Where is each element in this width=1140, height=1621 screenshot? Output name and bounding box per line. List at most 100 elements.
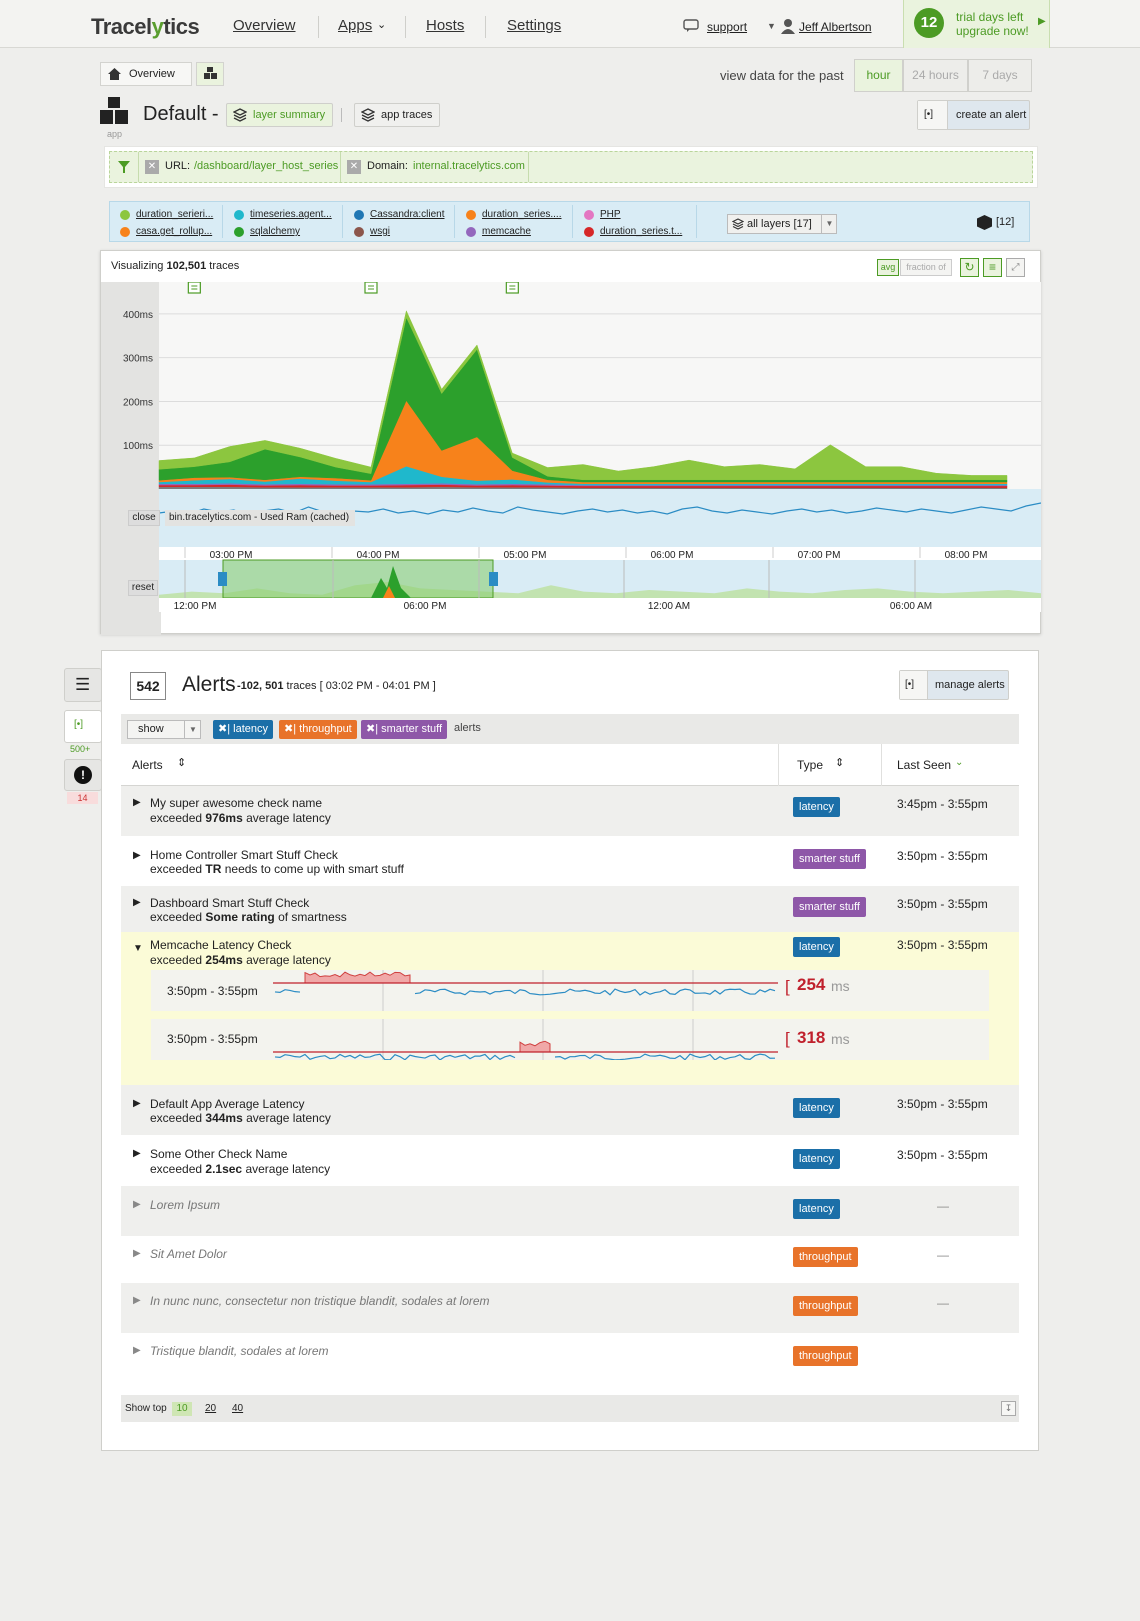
nav-hosts[interactable]: Hosts (426, 17, 465, 34)
app-cubes-icon (100, 97, 128, 124)
chat-icon[interactable] (683, 19, 699, 33)
time-7-days[interactable]: 7 days (968, 59, 1032, 92)
domain-filter-value[interactable]: internal.tracelytics.com (413, 160, 525, 172)
alert-count-badge: 542 (130, 672, 166, 700)
type-badge: latency (793, 1149, 840, 1169)
table-row[interactable]: ▶ Tristique blandit, sodales at lorem th… (121, 1333, 1019, 1383)
table-row[interactable]: ▶ Dashboard Smart Stuff Check exceeded S… (121, 886, 1019, 932)
user-menu[interactable]: Jeff Albertson (799, 20, 872, 34)
col-alerts[interactable]: Alerts (132, 758, 163, 772)
create-alert-button[interactable]: [•] create an alert (917, 100, 1030, 130)
expand-triangle-icon[interactable]: ▶ (133, 1295, 141, 1306)
layer-legend-item[interactable]: memcache (482, 226, 531, 237)
caret-down-icon[interactable]: ▼ (767, 21, 776, 31)
expand-triangle-icon[interactable]: ▶ (133, 1345, 141, 1356)
show-top-10[interactable]: 10 (172, 1402, 192, 1416)
filter-tag-throughput[interactable]: ✖| throughput (279, 720, 357, 739)
alerts-side-tab[interactable]: [•] (64, 710, 102, 743)
alert-detail: exceeded 976ms average latency (150, 811, 331, 825)
threshold-value: 254 (797, 975, 826, 994)
sort-icon[interactable]: ⇕ (177, 757, 187, 769)
errors-side-tab[interactable]: ! (64, 759, 102, 791)
layer-legend-item[interactable]: duration_series.t... (600, 226, 683, 237)
col-type[interactable]: Type (797, 758, 824, 772)
layer-legend-item[interactable]: PHP (600, 209, 621, 220)
x-tick-label: 05:00 PM (504, 550, 547, 561)
latency-chart[interactable]: 100ms 200ms 300ms 400ms 03:00 PM 04:00 PM 05:0… (101, 282, 1041, 635)
last-seen: 3:50pm - 3:55pm (897, 938, 988, 952)
expand-triangle-icon[interactable]: ▶ (133, 897, 141, 908)
nav-overview[interactable]: Overview (233, 17, 296, 34)
nav-settings[interactable]: Settings (507, 17, 562, 34)
table-row[interactable]: ▶ In nunc nunc, consectetur non tristiqu… (121, 1283, 1019, 1333)
layer-color-dot (466, 210, 476, 220)
time-hour[interactable]: hour (854, 59, 903, 92)
avg-toggle[interactable]: avg (877, 259, 899, 276)
sort-icon[interactable]: ⇕ (835, 757, 845, 769)
table-row-expanded[interactable]: ▼ Memcache Latency Check exceeded 254ms … (121, 932, 1019, 1085)
app-sublabel: app (107, 129, 123, 139)
table-row[interactable]: ▶ Default App Average Latency exceeded 3… (121, 1085, 1019, 1135)
collapse-triangle-icon[interactable]: ▼ (133, 943, 143, 954)
manage-alerts-button[interactable]: [•] manage alerts (899, 670, 1009, 700)
remove-domain-filter-icon[interactable]: ✕ (347, 160, 361, 174)
remove-url-filter-icon[interactable]: ✕ (145, 160, 159, 174)
col-last-seen[interactable]: Last Seen (897, 758, 952, 772)
expand-triangle-icon[interactable]: ▶ (133, 797, 141, 808)
show-select[interactable]: show ▼ (127, 720, 201, 739)
table-row[interactable]: ▶ My super awesome check name exceeded 9… (121, 786, 1019, 836)
y-tick-label: 300ms (123, 354, 153, 365)
refresh-icon[interactable]: ↻ (960, 258, 979, 277)
show-top-20[interactable]: 20 (205, 1403, 217, 1414)
type-badge: latency (793, 1199, 840, 1219)
url-filter-value[interactable]: /dashboard/layer_host_series (194, 160, 339, 172)
app-traces-button[interactable]: app traces (354, 103, 440, 127)
table-row[interactable]: ▶ Some Other Check Name exceeded 2.1sec … (121, 1135, 1019, 1186)
sort-desc-icon[interactable]: ⌄ (955, 757, 964, 768)
expand-triangle-icon[interactable]: ▶ (133, 1248, 141, 1259)
list-view-icon[interactable]: ≡ (983, 258, 1002, 277)
support-link[interactable]: support (707, 20, 748, 34)
layer-legend-item[interactable]: Cassandra:client (370, 209, 445, 220)
breadcrumb-app[interactable] (196, 62, 224, 86)
list-toggle-button[interactable]: ☰ (64, 668, 102, 702)
threshold-unit: ms (831, 1031, 850, 1047)
time-24-hours[interactable]: 24 hours (903, 59, 968, 92)
layer-legend-item[interactable]: wsgi (370, 226, 391, 237)
sparkline-row[interactable]: 3:50pm - 3:55pm [ 318 ms (151, 1019, 989, 1060)
table-row[interactable]: ▶ Sit Amet Dolor throughput — (121, 1236, 1019, 1283)
chevron-down-icon[interactable]: ⌄ (377, 19, 387, 31)
expand-triangle-icon[interactable]: ▶ (133, 1199, 141, 1210)
table-row[interactable]: ▶ Home Controller Smart Stuff Check exce… (121, 836, 1019, 886)
breadcrumb-overview[interactable]: Overview (100, 62, 192, 86)
close-ram-button[interactable]: close (128, 510, 160, 526)
ram-line (158, 502, 1041, 516)
show-top-40[interactable]: 40 (232, 1403, 244, 1414)
table-row[interactable]: ▶ Lorem Ipsum latency — (121, 1186, 1019, 1236)
expand-icon[interactable]: ⤢ (1006, 258, 1025, 277)
expand-triangle-icon[interactable]: ▶ (133, 1148, 141, 1159)
upgrade-link[interactable]: upgrade now! (956, 24, 1029, 38)
reset-zoom-button[interactable]: reset (128, 580, 158, 596)
chevron-right-icon: ▶ (1038, 16, 1046, 27)
trial-banner[interactable]: 12 trial days left upgrade now! ▶ (903, 0, 1050, 48)
layer-legend-item[interactable]: sqlalchemy (250, 226, 301, 237)
nav-apps[interactable]: Apps (338, 17, 373, 34)
filter-tag-latency[interactable]: ✖| latency (213, 720, 273, 739)
latency-sparkline (273, 1019, 778, 1060)
layer-legend-item[interactable]: casa.get_rollup... (136, 226, 213, 237)
layer-legend-item[interactable]: duration_serieri... (136, 209, 214, 220)
logo[interactable]: Tracelytics (91, 14, 200, 39)
expand-triangle-icon[interactable]: ▶ (133, 1098, 141, 1109)
fraction-toggle[interactable]: fraction of (900, 259, 952, 276)
layer-summary-button[interactable]: layer summary (226, 103, 333, 127)
expand-triangle-icon[interactable]: ▶ (133, 850, 141, 861)
layer-legend-item[interactable]: timeseries.agent... (250, 209, 332, 220)
download-icon[interactable]: ↧ (1001, 1401, 1016, 1416)
alerts-title: Alerts (182, 673, 236, 696)
filter-tag-smarter-stuff[interactable]: ✖| smarter stuff (361, 720, 448, 739)
layer-legend-item[interactable]: duration_series.... (482, 209, 562, 220)
x-tick-label: 07:00 PM (798, 550, 841, 561)
sparkline-row[interactable]: 3:50pm - 3:55pm [ 254 ms (151, 970, 989, 1011)
all-layers-select[interactable]: all layers [17] ▼ (727, 214, 837, 234)
